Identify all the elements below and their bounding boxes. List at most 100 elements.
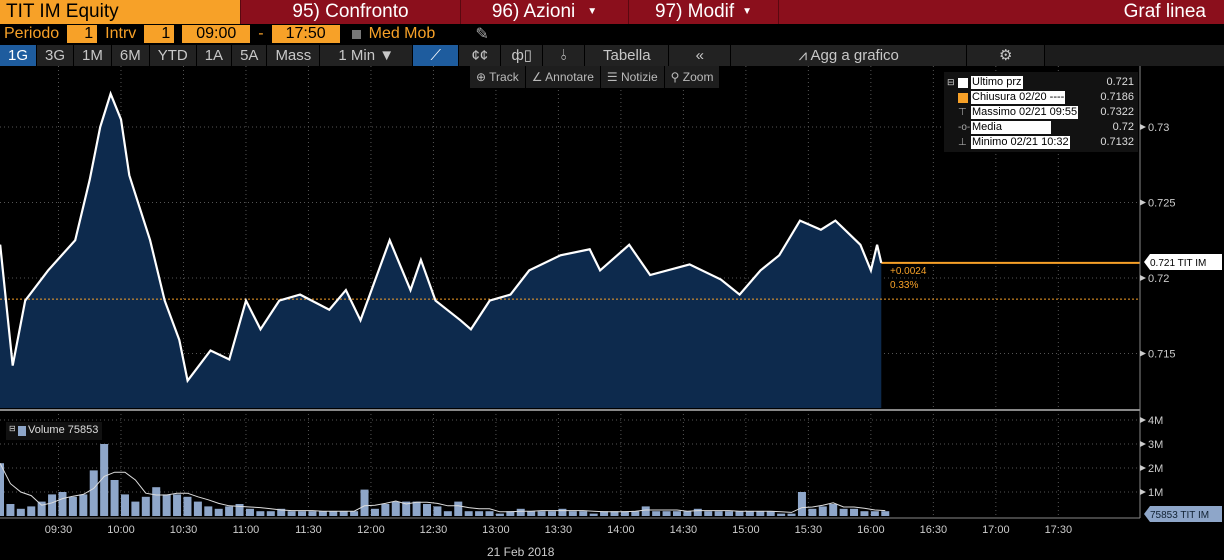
legend-item-close[interactable]: Chiusura 02/20 ---- 0.7186 bbox=[944, 90, 1138, 105]
volume-bar bbox=[6, 504, 15, 516]
x-tick-label: 14:30 bbox=[670, 524, 698, 536]
volume-bar bbox=[277, 508, 286, 516]
volume-bar bbox=[495, 513, 504, 516]
modif-label: 97) Modif bbox=[654, 1, 735, 22]
legend-item-low[interactable]: ⊥ Minimo 02/21 10:32 0.7132 bbox=[944, 135, 1138, 150]
range-1a[interactable]: 1A bbox=[196, 45, 233, 66]
volume-bar bbox=[266, 511, 275, 516]
grid bbox=[0, 66, 1140, 518]
gear-icon[interactable]: ⚙ bbox=[967, 45, 1046, 66]
legend-swatch bbox=[958, 93, 968, 103]
volume-bar bbox=[89, 470, 98, 516]
chevron-down-icon: ▼ bbox=[587, 6, 598, 17]
candlestick-icon[interactable]: ¢¢ bbox=[459, 45, 502, 66]
volume-bar bbox=[423, 504, 432, 516]
start-time-input[interactable]: 09:00 bbox=[182, 25, 251, 43]
add-chart-label: Agg a grafico bbox=[810, 47, 899, 64]
x-tick-label: 11:30 bbox=[295, 524, 322, 536]
azioni-label: 96) Azioni bbox=[491, 1, 576, 22]
volume-bar bbox=[287, 511, 296, 516]
volume-bar bbox=[693, 508, 702, 516]
volume-tick-label: 1M bbox=[1148, 487, 1163, 499]
y-tick-mark bbox=[1140, 350, 1146, 357]
legend-item-last[interactable]: ⊟ Ultimo prz 0.721 bbox=[944, 75, 1138, 90]
legend-item-high[interactable]: ⊤ Massimo 02/21 09:55 0.7322 bbox=[944, 105, 1138, 120]
y-tick-mark bbox=[1140, 124, 1146, 130]
volume-bar bbox=[391, 501, 400, 516]
volume-bar bbox=[27, 506, 36, 516]
volume-bar bbox=[183, 496, 192, 516]
chart-subtoolbar: ⊕ Track ∠ Annotare ☰ Notizie ⚲ Zoom bbox=[470, 66, 721, 88]
ticker-field[interactable]: TIT IM Equity bbox=[0, 0, 241, 24]
volume-bar bbox=[766, 511, 775, 516]
annotate-button[interactable]: ∠ Annotare bbox=[525, 66, 601, 88]
periodo-input[interactable]: 1 bbox=[67, 25, 98, 43]
x-tick-label: 10:30 bbox=[170, 524, 198, 536]
volume-bar bbox=[860, 511, 869, 516]
volume-bar bbox=[131, 501, 140, 516]
last-price-tag-text: 0.721 TIT IM bbox=[1150, 258, 1206, 269]
confronto-button[interactable]: 95) Confronto bbox=[241, 0, 461, 24]
modif-menu[interactable]: 97) Modif ▼ bbox=[629, 0, 779, 24]
x-tick-label: 12:30 bbox=[420, 524, 448, 536]
volume-label: Volume 75853 bbox=[28, 424, 99, 436]
line-chart-icon[interactable]: ⟋ bbox=[413, 45, 460, 66]
volume-bar bbox=[173, 494, 182, 516]
ohlc-icon[interactable]: ⫰ bbox=[543, 45, 586, 66]
volume-bar bbox=[79, 494, 88, 516]
intrv-input[interactable]: 1 bbox=[144, 25, 175, 43]
volume-bar bbox=[120, 494, 129, 516]
volume-tick-mark bbox=[1140, 441, 1146, 447]
volume-bar bbox=[339, 511, 348, 516]
volume-bar bbox=[162, 494, 171, 516]
range-1m[interactable]: 1M bbox=[74, 45, 112, 66]
collapse-icon[interactable]: ⊟ bbox=[947, 77, 955, 87]
tabella-button[interactable]: Tabella bbox=[585, 45, 670, 66]
x-tick-label: 09:30 bbox=[45, 524, 73, 536]
x-tick-label: 16:30 bbox=[920, 524, 948, 536]
intrv-label: Intrv bbox=[105, 25, 137, 42]
range-5a[interactable]: 5A bbox=[232, 45, 268, 66]
volume-bar bbox=[193, 501, 202, 516]
bar-chart-icon[interactable]: ф▯ bbox=[501, 45, 544, 66]
volume-bar bbox=[662, 511, 671, 516]
annotate-label: Annotare bbox=[545, 70, 594, 84]
volume-bar bbox=[506, 511, 515, 516]
med-mob-checkbox[interactable] bbox=[351, 29, 361, 39]
end-time-input[interactable]: 17:50 bbox=[271, 25, 340, 43]
legend-name: Minimo 02/21 10:32 bbox=[971, 136, 1070, 149]
track-button[interactable]: ⊕ Track bbox=[470, 66, 526, 88]
volume-bar bbox=[454, 501, 463, 516]
interval-select[interactable]: 1 Min ▼ bbox=[320, 45, 414, 66]
legend-item-average[interactable]: -o- Media 0.72 bbox=[944, 120, 1138, 135]
legend-name: Media bbox=[971, 121, 1051, 134]
collapse-button[interactable]: « bbox=[669, 45, 732, 66]
x-tick-label: 17:00 bbox=[982, 524, 1010, 536]
volume-tick-label: 4M bbox=[1148, 415, 1163, 427]
pencil-icon[interactable]: ✎ bbox=[475, 26, 489, 43]
range-1g[interactable]: 1G bbox=[0, 45, 38, 66]
add-to-chart-button[interactable]: ⩘ Agg a grafico bbox=[731, 45, 968, 66]
legend: ⊟ Ultimo prz 0.721 Chiusura 02/20 ---- 0.71… bbox=[944, 72, 1138, 152]
last-price-tag: 0.721 TIT IM bbox=[1144, 254, 1222, 270]
range-ytd[interactable]: YTD bbox=[149, 45, 197, 66]
volume-bar bbox=[402, 501, 411, 516]
volume-bar bbox=[745, 511, 754, 516]
legend-name: Ultimo prz bbox=[971, 76, 1023, 89]
range-6m[interactable]: 6M bbox=[111, 45, 150, 66]
volume-bar bbox=[464, 511, 473, 516]
azioni-menu[interactable]: 96) Azioni ▼ bbox=[461, 0, 629, 24]
range-mass[interactable]: Mass bbox=[267, 45, 321, 66]
range-3g[interactable]: 3G bbox=[37, 45, 75, 66]
news-button[interactable]: ☰ Notizie bbox=[600, 66, 665, 88]
volume-legend[interactable]: ⊟ Volume 75853 bbox=[6, 422, 103, 440]
collapse-icon[interactable]: ⊟ bbox=[9, 424, 16, 433]
volume-bar bbox=[818, 506, 827, 516]
volume-bar bbox=[48, 494, 57, 516]
volume-bar bbox=[256, 511, 265, 516]
volume-bar bbox=[881, 511, 890, 516]
x-tick-label: 16:00 bbox=[857, 524, 885, 536]
volume-bar bbox=[0, 463, 4, 516]
zoom-button[interactable]: ⚲ Zoom bbox=[664, 66, 721, 88]
